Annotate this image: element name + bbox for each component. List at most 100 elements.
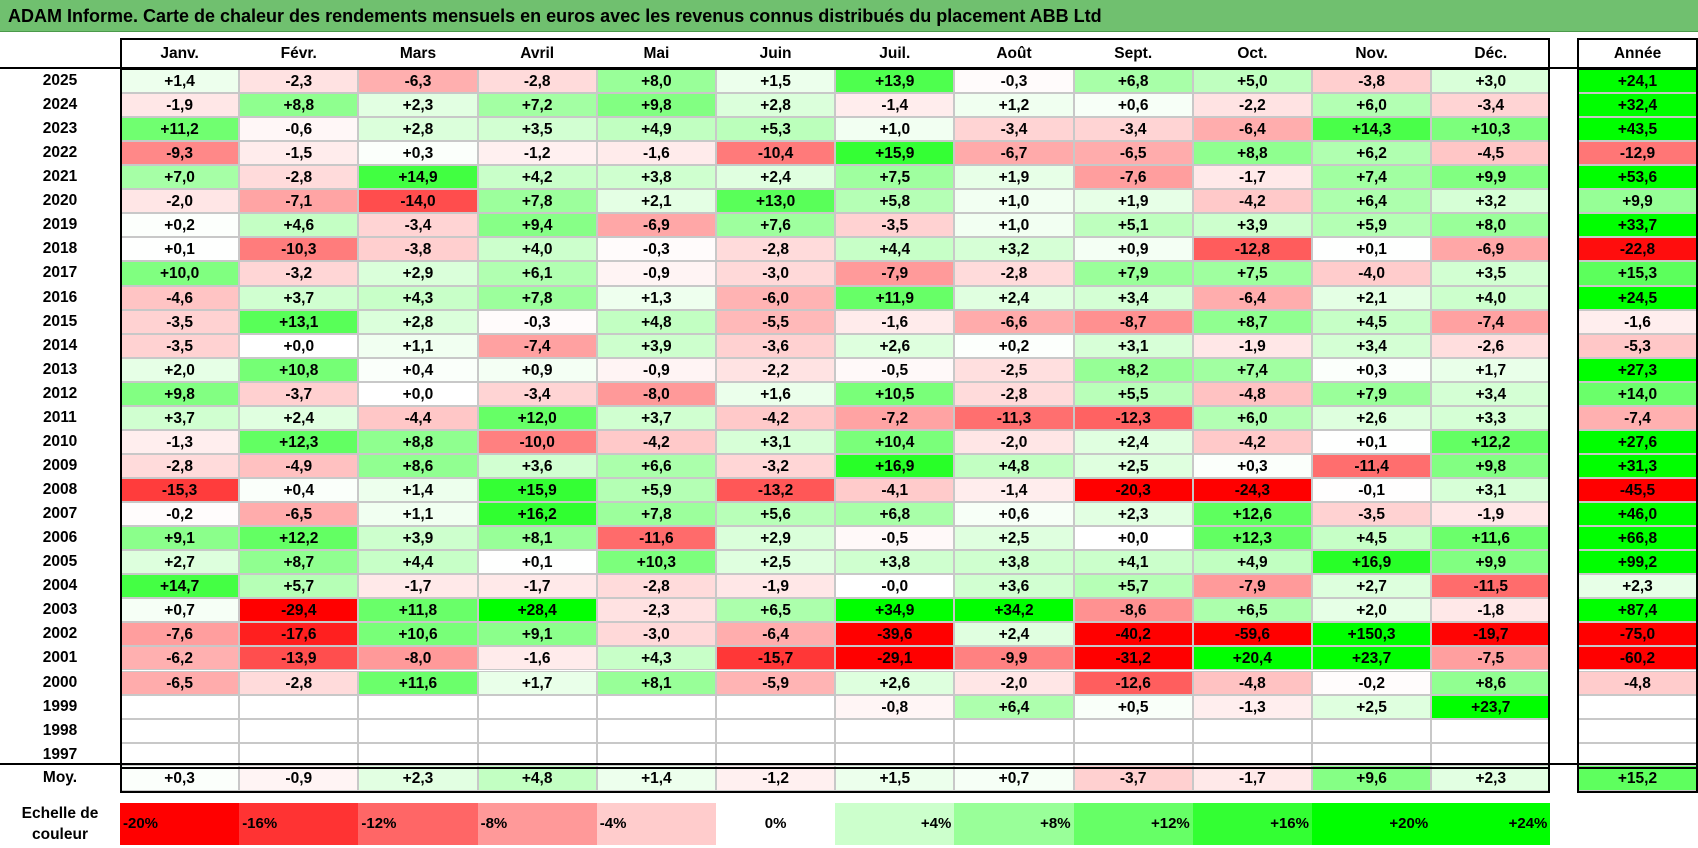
heatmap-cell: -3,2 bbox=[716, 453, 836, 478]
heatmap-cell bbox=[358, 718, 478, 743]
heatmap-cell: -10,3 bbox=[239, 237, 359, 262]
year-cell: +66,8 bbox=[1577, 526, 1698, 551]
row-label: 2005 bbox=[42, 553, 78, 571]
heatmap-cell: -8,0 bbox=[358, 646, 478, 671]
heatmap-cell: -3,4 bbox=[1073, 117, 1193, 142]
year-cell: +27,6 bbox=[1577, 429, 1698, 454]
heatmap-cell: -2,8 bbox=[596, 574, 716, 599]
heatmap-cell: -3,2 bbox=[239, 261, 359, 286]
heatmap-cell: +0,1 bbox=[477, 550, 597, 575]
year-cell: +24,1 bbox=[1577, 69, 1698, 94]
header-divider bbox=[0, 67, 1698, 69]
heatmap-cell: +7,8 bbox=[477, 285, 597, 310]
heatmap-cell: -7,9 bbox=[1192, 574, 1312, 599]
heatmap-cell: -29,4 bbox=[239, 598, 359, 623]
heatmap-cell: +6,1 bbox=[477, 261, 597, 286]
heatmap-cell: +3,8 bbox=[954, 550, 1074, 575]
heatmap-cell: +4,5 bbox=[1312, 526, 1432, 551]
heatmap-cell bbox=[120, 742, 240, 767]
heatmap-cell: +11,2 bbox=[120, 117, 240, 142]
heatmap-cell: -2,8 bbox=[716, 237, 836, 262]
heatmap-cell: -10,4 bbox=[716, 141, 836, 166]
heatmap-cell: +3,7 bbox=[120, 405, 240, 430]
heatmap-cell: -15,7 bbox=[716, 646, 836, 671]
heatmap-cell: +2,5 bbox=[1073, 453, 1193, 478]
scale-swatch: -16% bbox=[239, 803, 359, 845]
heatmap-cell: +2,1 bbox=[1312, 285, 1432, 310]
heatmap-cell: -0,9 bbox=[596, 261, 716, 286]
heatmap-cell: +7,4 bbox=[1192, 357, 1312, 382]
average-cell: +0,3 bbox=[120, 765, 240, 791]
heatmap-cell: +0,7 bbox=[120, 598, 240, 623]
heatmap-cell bbox=[596, 718, 716, 743]
row-label: 2016 bbox=[42, 288, 78, 306]
heatmap-cell: +6,5 bbox=[1192, 598, 1312, 623]
heatmap-cell: +0,1 bbox=[1312, 237, 1432, 262]
heatmap-cell bbox=[477, 694, 597, 719]
scale-swatch: -20% bbox=[120, 803, 240, 845]
heatmap-cell: -4,1 bbox=[835, 478, 955, 503]
heatmap-cell: +8,8 bbox=[239, 93, 359, 118]
heatmap-cell: +7,8 bbox=[477, 189, 597, 214]
heatmap-cell: -7,5 bbox=[1431, 646, 1551, 671]
heatmap-cell: -2,0 bbox=[954, 670, 1074, 695]
heatmap-cell: +8,0 bbox=[596, 69, 716, 94]
heatmap-cell bbox=[239, 694, 359, 719]
row-label: 2018 bbox=[42, 240, 78, 258]
heatmap-cell: +0,6 bbox=[1073, 93, 1193, 118]
average-cell: -0,9 bbox=[239, 765, 359, 791]
heatmap-cell: -12,3 bbox=[1073, 405, 1193, 430]
heatmap-cell bbox=[1312, 718, 1432, 743]
row-label: 2013 bbox=[42, 360, 78, 378]
heatmap-cell: +9,8 bbox=[1431, 453, 1551, 478]
heatmap-cell: -6,9 bbox=[1431, 237, 1551, 262]
column-label: Janv. bbox=[160, 45, 199, 62]
heatmap-cell: +6,8 bbox=[1073, 69, 1193, 94]
heatmap-cell: -20,3 bbox=[1073, 478, 1193, 503]
heatmap-cell: +16,9 bbox=[1312, 550, 1432, 575]
heatmap-cell: -6,4 bbox=[1192, 117, 1312, 142]
heatmap-cell: +4,5 bbox=[1312, 309, 1432, 334]
heatmap-cell: -4,2 bbox=[1192, 189, 1312, 214]
heatmap-cell: -29,1 bbox=[835, 646, 955, 671]
heatmap-cell: -7,6 bbox=[1073, 165, 1193, 190]
heatmap-cell: +6,5 bbox=[716, 598, 836, 623]
heatmap-cell: +3,7 bbox=[239, 285, 359, 310]
heatmap-cell: +2,3 bbox=[358, 93, 478, 118]
heatmap-cell: +9,1 bbox=[120, 526, 240, 551]
heatmap-cell: -4,2 bbox=[596, 429, 716, 454]
heatmap-cell: +7,5 bbox=[1192, 261, 1312, 286]
heatmap-cell: +34,2 bbox=[954, 598, 1074, 623]
heatmap-cell: +2,4 bbox=[716, 165, 836, 190]
heatmap-cell: -8,6 bbox=[1073, 598, 1193, 623]
year-cell: +32,4 bbox=[1577, 93, 1698, 118]
heatmap-cell bbox=[477, 718, 597, 743]
heatmap-cell: -4,6 bbox=[120, 285, 240, 310]
heatmap-cell: +2,1 bbox=[596, 189, 716, 214]
heatmap-cell: +4,4 bbox=[358, 550, 478, 575]
heatmap-cell: +2,6 bbox=[1312, 405, 1432, 430]
heatmap-cell: +16,2 bbox=[477, 502, 597, 527]
heatmap-cell bbox=[716, 718, 836, 743]
heatmap-cell: -7,6 bbox=[120, 622, 240, 647]
row-label: 2001 bbox=[42, 649, 78, 667]
year-cell: +15,3 bbox=[1577, 261, 1698, 286]
row-label: 2000 bbox=[42, 673, 78, 691]
heatmap-cell: +8,2 bbox=[1073, 357, 1193, 382]
year-cell: +24,5 bbox=[1577, 285, 1698, 310]
heatmap-cell: -3,4 bbox=[1431, 93, 1551, 118]
year-cell: -7,4 bbox=[1577, 405, 1698, 430]
heatmap-cell: -2,3 bbox=[596, 598, 716, 623]
heatmap-cell: +0,3 bbox=[358, 141, 478, 166]
heatmap-cell: -10,0 bbox=[477, 429, 597, 454]
heatmap-cell: +8,8 bbox=[1192, 141, 1312, 166]
year-cell: -75,0 bbox=[1577, 622, 1698, 647]
heatmap-cell: +3,2 bbox=[1431, 189, 1551, 214]
heatmap-cell: +23,7 bbox=[1431, 694, 1551, 719]
heatmap-cell: -0,5 bbox=[835, 357, 955, 382]
heatmap-cell: +9,8 bbox=[120, 381, 240, 406]
heatmap-cell: +4,0 bbox=[1431, 285, 1551, 310]
year-cell: -45,5 bbox=[1577, 478, 1698, 503]
scale-swatch: +8% bbox=[954, 803, 1074, 845]
heatmap-cell: +8,0 bbox=[1431, 213, 1551, 238]
